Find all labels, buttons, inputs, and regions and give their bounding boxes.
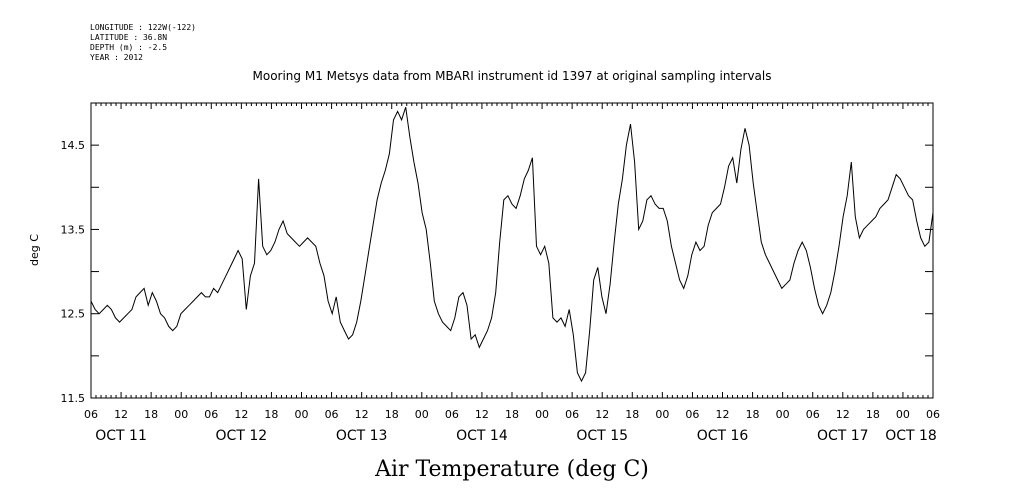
x-day-label: OCT 15 — [576, 428, 628, 444]
x-tick-label: 12 — [836, 408, 850, 421]
x-tick-label: 00 — [655, 408, 669, 421]
x-tick-label: 00 — [776, 408, 790, 421]
x-day-label: OCT 12 — [216, 428, 268, 444]
x-tick-label: 06 — [204, 408, 218, 421]
x-tick-label: 00 — [295, 408, 309, 421]
y-tick-label: 14.5 — [61, 139, 86, 152]
x-tick-label: 06 — [926, 408, 940, 421]
depth-label: DEPTH (m) : -2.5 — [90, 43, 167, 52]
x-tick-label: 18 — [264, 408, 278, 421]
chart-title: Mooring M1 Metsys data from MBARI instru… — [253, 69, 772, 83]
x-axis: 06 12 18 00 06 12 18 00 06 12 18 00 06 12 18 00 06 12 18 00… — [84, 408, 940, 444]
x-tick-label: 06 — [685, 408, 699, 421]
x-tick-label: 12 — [716, 408, 730, 421]
x-tick-label: 18 — [505, 408, 519, 421]
x-day-label: OCT 14 — [456, 428, 508, 444]
x-day-label: OCT 13 — [336, 428, 388, 444]
x-day-label: OCT 17 — [817, 428, 869, 444]
x-tick-label: 00 — [535, 408, 549, 421]
x-axis-title: Air Temperature (deg C) — [374, 457, 649, 482]
x-tick-label: 12 — [475, 408, 489, 421]
year-label: YEAR : 2012 — [90, 53, 143, 62]
x-tick-label: 18 — [625, 408, 639, 421]
y-axis: 11.5 12.5 13.5 14.5 — [61, 102, 933, 405]
series-group — [90, 107, 934, 383]
x-day-label: OCT 16 — [697, 428, 749, 444]
y-axis-label: deg C — [28, 234, 41, 266]
longitude-label: LONGITUDE : 122W(-122) — [90, 23, 196, 32]
x-tick-label: 12 — [595, 408, 609, 421]
x-day-label: OCT 18 — [885, 428, 937, 444]
latitude-label: LATITUDE : 36.8N — [90, 33, 167, 42]
x-tick-label: 12 — [234, 408, 248, 421]
series-line — [90, 107, 934, 383]
x-tick-label: 06 — [445, 408, 459, 421]
y-tick-label: 12.5 — [61, 308, 86, 321]
y-tick-label: 13.5 — [61, 223, 86, 236]
x-tick-label: 06 — [806, 408, 820, 421]
x-tick-label: 00 — [896, 408, 910, 421]
x-tick-label: 18 — [746, 408, 760, 421]
x-day-label: OCT 11 — [95, 428, 147, 444]
x-tick-label: 06 — [84, 408, 98, 421]
x-tick-label: 18 — [866, 408, 880, 421]
x-tick-label: 18 — [144, 408, 158, 421]
x-tick-label: 12 — [355, 408, 369, 421]
x-tick-label: 00 — [415, 408, 429, 421]
x-tick-label: 00 — [174, 408, 188, 421]
x-tick-label: 06 — [565, 408, 579, 421]
x-tick-label: 18 — [385, 408, 399, 421]
y-tick-label: 11.5 — [61, 392, 86, 405]
x-tick-label: 12 — [114, 408, 128, 421]
plot-frame — [90, 102, 934, 399]
x-tick-label: 06 — [325, 408, 339, 421]
